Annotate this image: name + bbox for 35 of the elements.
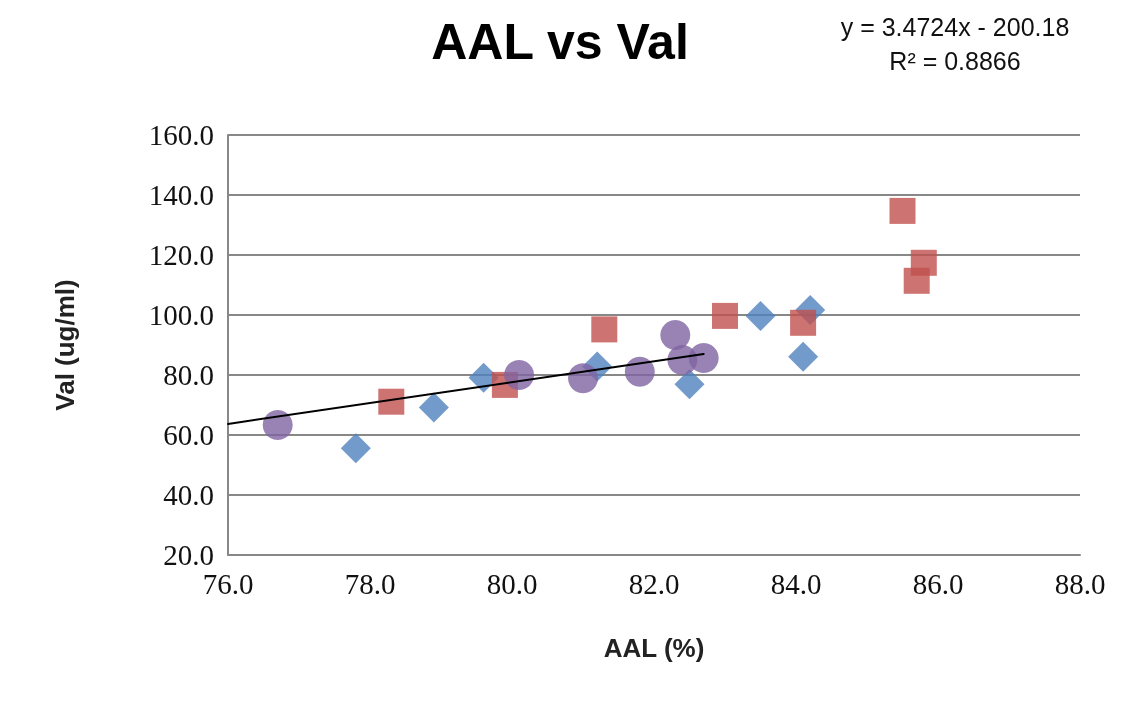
x-tick-label: 78.0 (344, 567, 396, 600)
x-tick-label: 88.0 (1054, 567, 1106, 600)
y-axis-title: Val (ug/ml) (50, 279, 80, 411)
point (674, 369, 705, 400)
chart-title: AAL vs Val (431, 14, 689, 70)
text: y = 3.4724x - 200.18 (840, 12, 1070, 41)
point (378, 388, 405, 415)
point (688, 342, 719, 373)
point (624, 356, 655, 387)
point (790, 309, 817, 336)
x-tick-label: 86.0 (912, 567, 964, 600)
point (745, 300, 776, 331)
point (262, 410, 293, 441)
point (889, 197, 916, 224)
point (504, 360, 535, 390)
text: R² = 0.8866 (889, 46, 1021, 75)
point (788, 341, 819, 372)
x-tick-label: 82.0 (628, 567, 680, 600)
y-tick-label: 160.0 (148, 119, 214, 151)
y-tick-label: 100.0 (148, 299, 214, 331)
y-tick-label: 40.0 (163, 479, 214, 511)
y-tick-label: 80.0 (163, 359, 214, 391)
point (712, 302, 738, 329)
y-tick-label: 140.0 (148, 179, 214, 211)
x-axis-title: AAL (%) (603, 633, 705, 663)
point (591, 316, 618, 343)
y-tick-label: 120.0 (148, 239, 214, 271)
point (340, 433, 371, 464)
point (418, 392, 449, 423)
x-tick-label: 84.0 (770, 567, 822, 600)
x-tick-label: 80.0 (486, 567, 538, 600)
point (568, 363, 598, 394)
point (660, 320, 691, 351)
point (903, 267, 930, 294)
y-tick-label: 60.0 (163, 419, 214, 451)
